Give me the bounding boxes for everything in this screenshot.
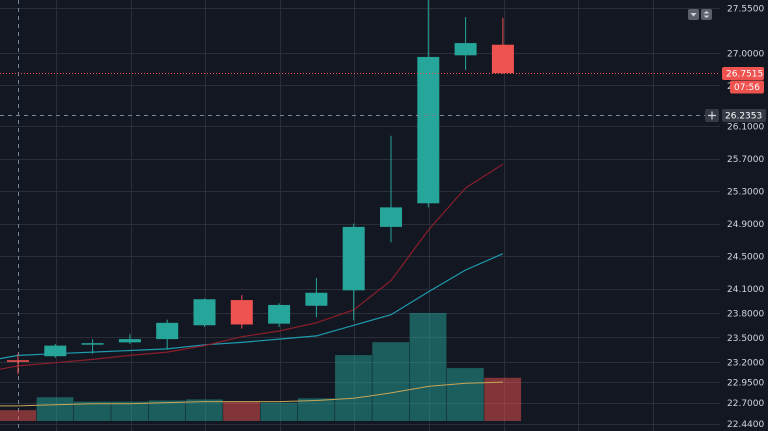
candle-body — [454, 43, 477, 56]
candle — [454, 17, 477, 70]
candle-body — [268, 304, 291, 324]
volume-bar — [223, 401, 260, 421]
candle — [491, 17, 514, 75]
price-tick-label: 23.2000 — [727, 358, 764, 368]
volume-bar — [36, 397, 74, 421]
chevron-down-icon — [690, 13, 697, 17]
price-tick-label: 22.4400 — [727, 420, 764, 430]
moving-average-layer — [0, 163, 504, 370]
price-tick-label: 24.1000 — [727, 285, 764, 295]
candle — [305, 278, 328, 318]
candle — [380, 135, 402, 243]
volume-bar — [73, 401, 111, 421]
candle — [193, 298, 216, 327]
settings-icon — [703, 11, 710, 18]
volume-bar — [148, 400, 186, 421]
volume-bar — [335, 355, 372, 421]
plus-icon — [708, 111, 716, 120]
price-tags: 26.7515 07:56 26.2353 — [705, 67, 766, 122]
candle — [268, 303, 291, 327]
volume-bar — [0, 410, 37, 421]
price-tick-label: 26.1000 — [727, 123, 764, 133]
candle — [7, 353, 29, 375]
volume-bar — [185, 399, 223, 421]
candle-body — [44, 345, 67, 357]
last-price-tag: 26.7515 — [722, 67, 764, 80]
candle — [342, 223, 365, 321]
candle-body — [7, 360, 29, 362]
price-tick-label: 23.8000 — [727, 310, 764, 320]
price-tick-label: 22.9500 — [727, 379, 764, 389]
volume-bar — [111, 401, 149, 421]
candle-body — [342, 226, 365, 291]
svg-text:07:56: 07:56 — [734, 83, 760, 93]
candle-layer — [7, 0, 514, 375]
volume-layer — [0, 313, 522, 421]
scale-menu-button[interactable] — [688, 9, 699, 20]
volume-ma-layer — [0, 381, 503, 407]
volume-bar — [260, 402, 298, 421]
ma-slow-line — [0, 253, 504, 360]
crosshair-price-tag: 26.2353 — [722, 109, 766, 122]
price-scale-labels: 27.550027.000026.600026.100025.700025.30… — [727, 5, 764, 431]
candle-body — [156, 322, 179, 340]
price-tick-label: 22.7000 — [727, 399, 764, 409]
volume-ma-line — [0, 381, 503, 407]
svg-text:26.7515: 26.7515 — [726, 70, 763, 80]
volume-bar — [409, 313, 447, 421]
ma-fast-line — [0, 163, 504, 370]
price-tick-label: 24.9000 — [727, 220, 764, 230]
candle-body — [81, 343, 104, 345]
price-tick-label: 27.0000 — [727, 49, 764, 59]
candle — [417, 0, 440, 208]
candle-body — [417, 56, 440, 204]
countdown-tag: 07:56 — [730, 80, 764, 94]
price-tick-label: 23.5000 — [727, 334, 764, 344]
volume-bar — [372, 342, 410, 421]
price-lines-layer — [0, 73, 720, 116]
price-tick-label: 24.5000 — [727, 253, 764, 263]
candle-body — [118, 339, 141, 343]
candle-body — [305, 292, 328, 306]
candle-body — [491, 44, 514, 74]
price-tick-label: 27.5500 — [727, 5, 764, 15]
volume-bar — [446, 368, 484, 421]
candle — [44, 343, 67, 358]
candle — [156, 319, 179, 350]
candle-body — [230, 300, 253, 325]
candle — [81, 339, 104, 354]
scale-settings-button[interactable] — [701, 9, 712, 20]
candle — [118, 334, 141, 344]
svg-text:26.2353: 26.2353 — [725, 112, 762, 122]
price-tick-label: 25.7000 — [727, 155, 764, 165]
volume-bar — [484, 377, 522, 421]
candle-body — [193, 299, 216, 326]
crosshair-add-button[interactable] — [705, 109, 719, 122]
volume-bar — [297, 398, 335, 421]
candle — [230, 295, 253, 329]
candle-body — [380, 207, 402, 227]
price-tick-label: 25.3000 — [727, 188, 764, 198]
